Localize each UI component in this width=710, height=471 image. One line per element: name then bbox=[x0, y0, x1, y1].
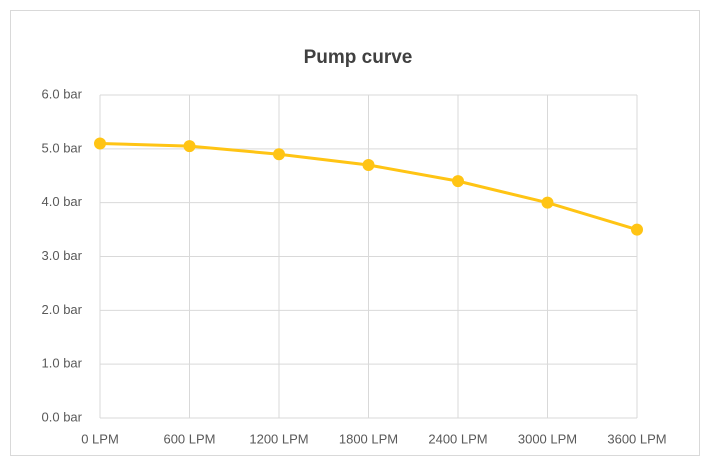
x-tick-label: 600 LPM bbox=[163, 431, 215, 446]
point bbox=[94, 137, 106, 150]
point bbox=[273, 148, 285, 161]
y-tick-label: 3.0 bar bbox=[42, 248, 83, 263]
x-tick-label: 3600 LPM bbox=[607, 431, 666, 446]
x-tick-label: 2400 LPM bbox=[428, 431, 487, 446]
y-tick-label: 1.0 bar bbox=[42, 356, 83, 371]
y-tick-label: 6.0 bar bbox=[42, 86, 83, 101]
x-tick-label: 0 LPM bbox=[81, 431, 119, 446]
y-tick-label: 0.0 bar bbox=[42, 409, 83, 424]
point bbox=[362, 158, 375, 171]
y-tick-label: 5.0 bar bbox=[42, 140, 83, 155]
y-tick-label: 4.0 bar bbox=[42, 194, 83, 209]
y-tick-label: 2.0 bar bbox=[42, 302, 83, 317]
point bbox=[541, 196, 554, 209]
point bbox=[452, 175, 464, 188]
x-tick-label: 3000 LPM bbox=[518, 431, 577, 446]
chart-border bbox=[10, 10, 700, 456]
chart-title: Pump curve bbox=[304, 47, 413, 68]
point bbox=[631, 223, 643, 236]
point bbox=[183, 140, 196, 153]
x-tick-label: 1800 LPM bbox=[339, 431, 398, 446]
x-tick-label: 1200 LPM bbox=[249, 431, 308, 446]
